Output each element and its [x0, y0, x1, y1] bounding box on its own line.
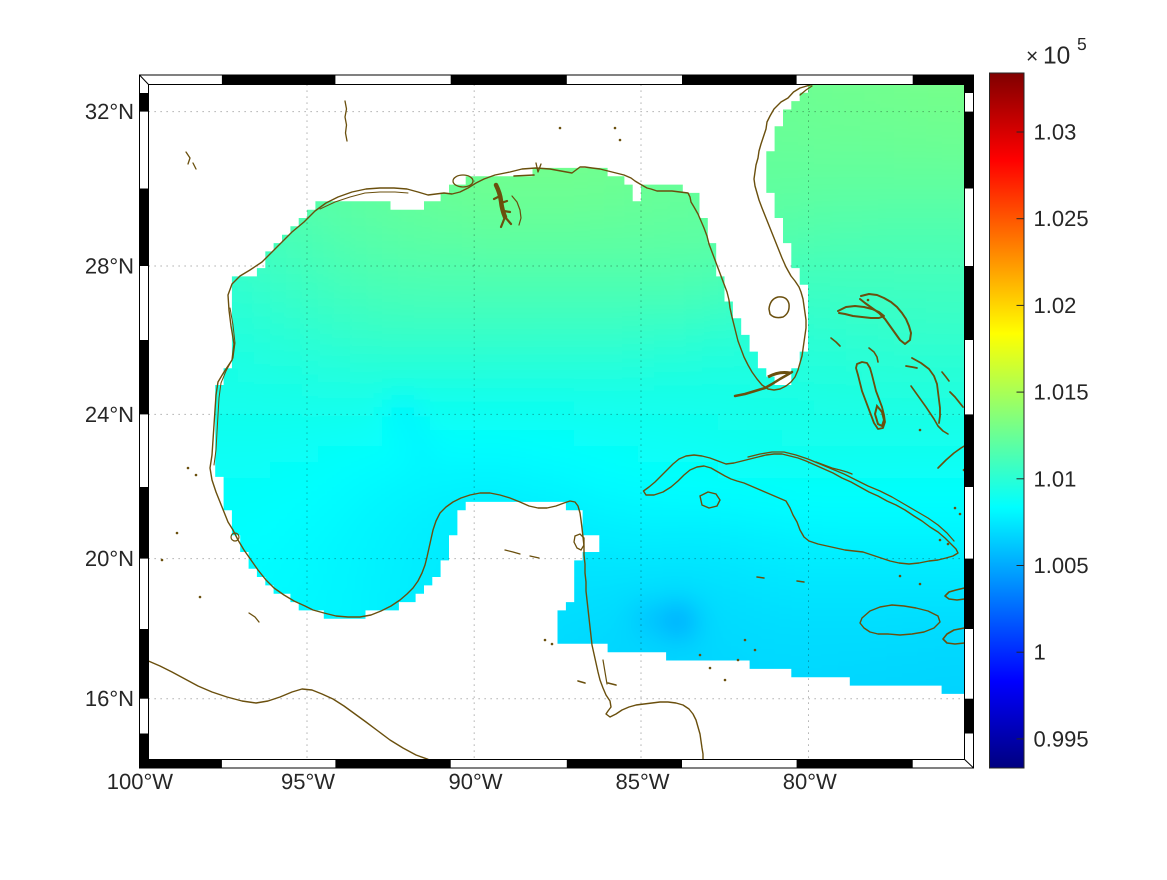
svg-text:×: × [1026, 45, 1038, 68]
svg-text:90°W: 90°W [448, 769, 502, 794]
svg-text:95°W: 95°W [281, 769, 335, 794]
svg-text:28°N: 28°N [85, 254, 134, 279]
svg-text:16°N: 16°N [85, 686, 134, 711]
svg-text:24°N: 24°N [85, 402, 134, 427]
svg-text:10: 10 [1043, 43, 1070, 70]
svg-text:5: 5 [1077, 34, 1087, 54]
svg-text:1.025: 1.025 [1034, 206, 1089, 231]
svg-text:1.015: 1.015 [1034, 380, 1089, 405]
svg-text:32°N: 32°N [85, 99, 134, 124]
svg-text:1.01: 1.01 [1034, 466, 1077, 491]
svg-text:80°W: 80°W [783, 769, 837, 794]
svg-text:1.02: 1.02 [1034, 293, 1077, 318]
svg-text:100°W: 100°W [107, 769, 174, 794]
svg-text:1.005: 1.005 [1034, 553, 1089, 578]
svg-text:1: 1 [1034, 640, 1046, 665]
svg-text:85°W: 85°W [615, 769, 669, 794]
svg-text:0.995: 0.995 [1034, 726, 1089, 751]
svg-text:1.03: 1.03 [1034, 120, 1077, 145]
svg-text:20°N: 20°N [85, 546, 134, 571]
